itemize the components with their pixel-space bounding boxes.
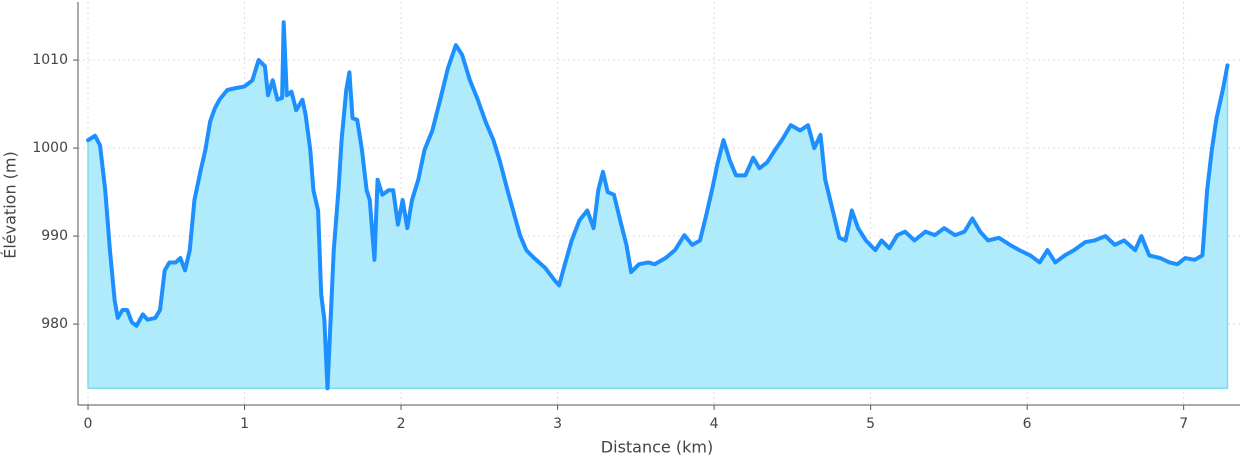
y-axis-title: Élévation (m) <box>1 151 20 258</box>
x-tick-label: 1 <box>240 416 249 432</box>
x-tick-label: 0 <box>84 416 93 432</box>
elevation-area <box>87 22 1229 390</box>
x-tick-label: 4 <box>710 416 719 432</box>
x-tick-label: 3 <box>553 416 562 432</box>
x-axis-title: Distance (km) <box>601 438 713 457</box>
x-tick-label: 7 <box>1179 416 1188 432</box>
x-tick-label: 6 <box>1023 416 1032 432</box>
x-tick-label: 2 <box>397 416 406 432</box>
y-tick-label: 990 <box>41 228 68 244</box>
y-tick-label: 1000 <box>32 140 68 156</box>
x-tick-label: 5 <box>866 416 875 432</box>
y-tick-label: 980 <box>41 316 68 332</box>
elevation-line <box>86 20 1230 391</box>
y-tick-label: 1010 <box>32 52 68 68</box>
